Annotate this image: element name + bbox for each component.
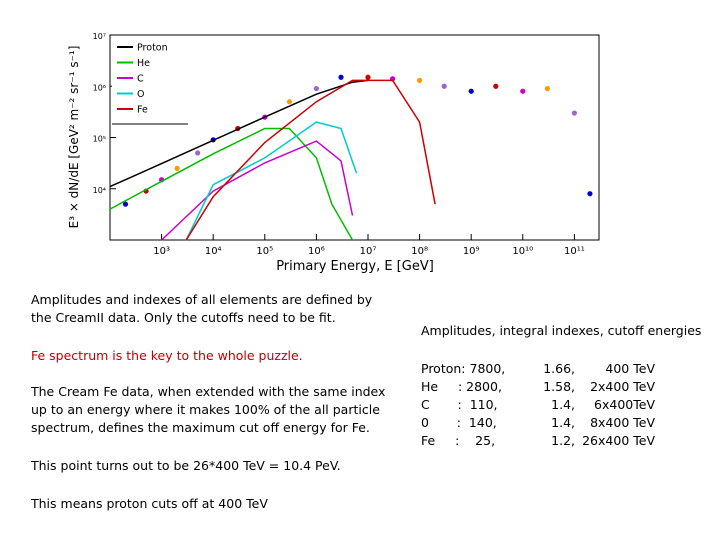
table-row: Fe : 25, 1.2, 26x400 TeV <box>421 432 716 450</box>
table-row: Proton: 7800, 1.66, 400 TeV <box>421 360 716 378</box>
legend: Proton He CO Fe <box>112 38 188 125</box>
y-axis-label: E³ × dN/dE [GeV² m⁻² sr⁻¹ s⁻¹] <box>67 46 81 229</box>
cell-element: Fe : 25, <box>421 433 496 448</box>
data-point <box>174 165 180 171</box>
x-tick-label: 10³ <box>153 246 170 257</box>
cell-index: 1.58, <box>543 379 575 394</box>
note-line: up to an energy where it makes 100% of t… <box>31 402 380 417</box>
cell-element: Proton: 7800, <box>421 361 506 376</box>
table-row: 0 : 140, 1.4, 8x400 TeV <box>421 414 716 432</box>
data-point <box>338 74 344 80</box>
cell-cutoff: 400 TeV <box>605 361 655 376</box>
series-line-proton <box>109 79 369 188</box>
cell-element: C : 110, <box>421 397 498 412</box>
data-point <box>587 191 593 197</box>
x-tick-label: 10⁵ <box>256 246 273 257</box>
y-tick-label: 10⁴ <box>93 186 106 195</box>
right-notes: Amplitudes, integral indexes, cutoff ene… <box>421 322 716 450</box>
data-point <box>441 83 447 89</box>
model-curves <box>109 79 436 241</box>
note-line: The Cream Fe data, when extended with th… <box>31 384 386 399</box>
left-notes: Amplitudes and indexes of all elements a… <box>31 291 396 513</box>
y-tick-label: 10⁷ <box>93 32 106 41</box>
cell-cutoff: 26x400 TeV <box>582 433 655 448</box>
legend-label: C <box>137 74 144 85</box>
table-row: C : 110, 1.4, 6x400TeV <box>421 396 716 414</box>
cell-element: He : 2800, <box>421 379 502 394</box>
series-line-c <box>161 140 354 241</box>
legend-items: Proton He CO Fe <box>117 43 168 116</box>
x-tick-label: 10⁷ <box>360 246 377 257</box>
x-tick-label: 10⁹ <box>463 246 480 257</box>
cell-index: 1.4, <box>551 415 575 430</box>
y-tick-label: 10⁵ <box>93 135 106 144</box>
x-tick-label: 10¹¹ <box>564 246 585 257</box>
series-line-he <box>109 127 354 241</box>
note-line: spectrum, defines the maximum cut off en… <box>31 420 370 435</box>
plot-frame <box>109 34 600 241</box>
x-tick-label: 10⁶ <box>308 246 325 257</box>
data-point <box>313 85 319 92</box>
x-axis: 10³ 10⁴ 10⁵ 10⁶ 10⁷ 10⁸ 10⁹ 10¹⁰ 10¹¹ <box>153 234 585 257</box>
data-point <box>468 88 474 94</box>
series-line-fe <box>185 79 436 241</box>
legend-label: He <box>137 58 150 69</box>
table-row: He : 2800, 1.58, 2x400 TeV <box>421 378 716 396</box>
note-key-line: Fe spectrum is the key to the whole puzz… <box>31 348 303 363</box>
cell-index: 1.4, <box>551 397 575 412</box>
x-tick-label: 10⁴ <box>205 246 222 257</box>
data-point <box>416 77 423 84</box>
note-line: the CreamII data. Only the cutoffs need … <box>31 310 336 325</box>
cell-element: 0 : 140, <box>421 415 497 430</box>
x-axis-label: Primary Energy, E [GeV] <box>276 259 434 274</box>
series-line-o <box>185 121 358 241</box>
cell-index: 1.66, <box>543 361 575 376</box>
cell-cutoff: 2x400 TeV <box>590 379 655 394</box>
data-point <box>365 74 371 80</box>
table-heading: Amplitudes, integral indexes, cutoff ene… <box>421 323 702 338</box>
data-point <box>195 150 201 156</box>
x-tick-label: 10⁸ <box>411 246 428 257</box>
cell-cutoff: 6x400TeV <box>594 397 655 412</box>
data-point <box>544 85 551 92</box>
legend-label: O <box>137 89 144 100</box>
cell-index: 1.2, <box>551 433 575 448</box>
x-tick-label: 10¹⁰ <box>512 246 533 257</box>
data-point <box>122 201 129 207</box>
measured-points <box>122 74 593 207</box>
legend-label: Fe <box>137 105 148 116</box>
data-point <box>571 110 577 116</box>
data-point <box>286 99 293 105</box>
data-point <box>493 83 499 89</box>
data-point <box>520 88 526 94</box>
note-line: Amplitudes and indexes of all elements a… <box>31 292 373 307</box>
note-line: This point turns out to be 26*400 TeV = … <box>31 458 341 473</box>
cell-cutoff: 8x400 TeV <box>590 415 655 430</box>
note-line: This means proton cuts off at 400 TeV <box>31 496 268 511</box>
y-tick-label: 10⁶ <box>93 83 106 92</box>
legend-label: Proton <box>137 43 168 54</box>
params-table: Proton: 7800, 1.66, 400 TeV He : 2800, 1.58… <box>421 360 716 450</box>
spectrum-chart: 10³ 10⁴ 10⁵ 10⁶ 10⁷ 10⁸ 10⁹ 10¹⁰ 10¹¹ 10⁴10⁵10⁶1… <box>67 32 600 274</box>
